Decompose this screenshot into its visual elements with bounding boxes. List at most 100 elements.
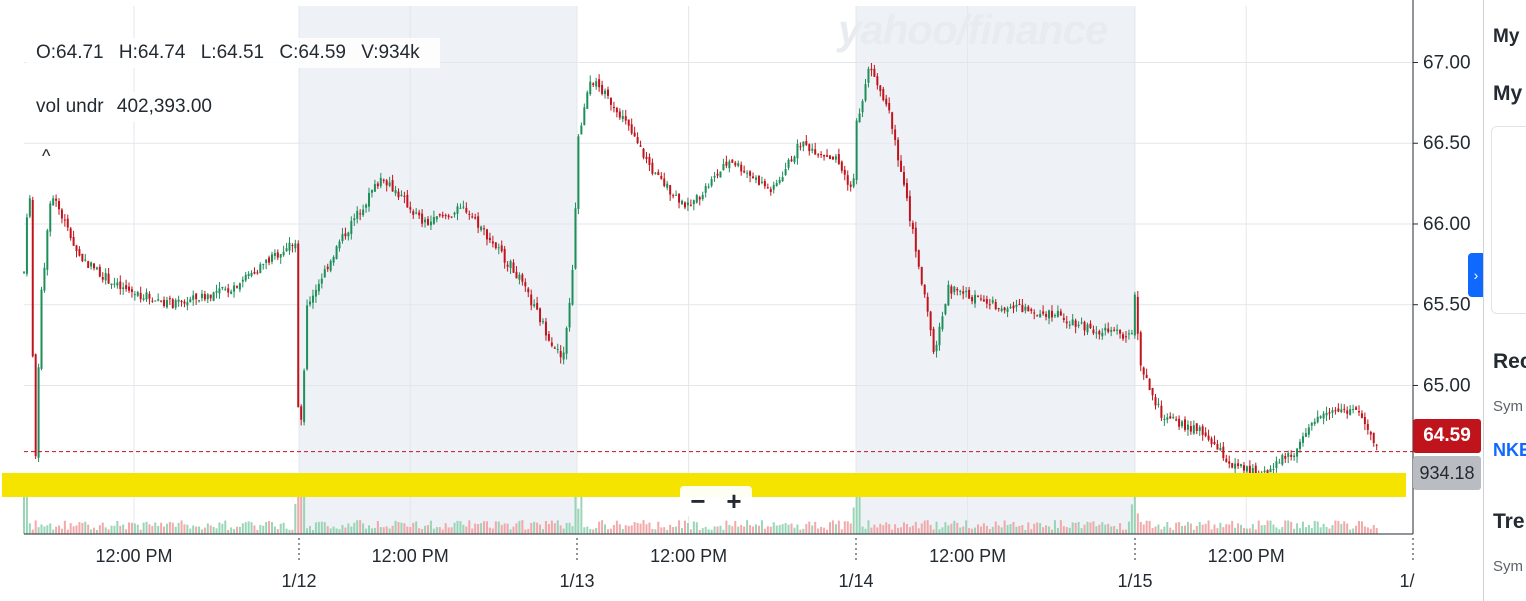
- candle-body: [1331, 410, 1334, 413]
- candle-body: [1021, 304, 1024, 313]
- volume-bar: [1307, 524, 1310, 534]
- side-symbol-link[interactable]: NKE: [1493, 440, 1526, 460]
- volume-bar: [1107, 523, 1110, 534]
- candle-body: [1124, 336, 1127, 338]
- candle-body: [1372, 432, 1375, 444]
- volume-bar: [947, 525, 950, 534]
- volume-bar: [1050, 529, 1053, 534]
- x-noon-label: 12:00 PM: [650, 546, 727, 566]
- side-panel-toggle-icon[interactable]: ›: [1468, 253, 1484, 297]
- zoom-in-button[interactable]: +: [726, 486, 742, 516]
- candle-body: [34, 354, 37, 457]
- candle-body: [1316, 416, 1319, 423]
- candle-body: [344, 233, 347, 237]
- volume-bar: [1363, 526, 1366, 534]
- volume-bar: [238, 526, 241, 534]
- volume-bar: [1245, 528, 1248, 534]
- candle-body: [1195, 423, 1198, 431]
- candle-body: [1293, 455, 1296, 458]
- volume-bar: [621, 528, 624, 534]
- candle-body: [247, 273, 250, 277]
- candle-body: [500, 245, 503, 252]
- y-tick-label: 66.00: [1423, 214, 1471, 235]
- candle-body: [151, 300, 154, 302]
- volume-bar: [273, 526, 276, 534]
- candle-body: [1272, 469, 1275, 471]
- candle-body: [583, 107, 586, 126]
- volume-bar: [1293, 528, 1296, 534]
- zoom-out-button[interactable]: −: [690, 486, 706, 516]
- volume-bar: [43, 526, 46, 534]
- candle-body: [125, 285, 128, 289]
- candle-body: [1189, 426, 1192, 432]
- volume-bar: [1104, 524, 1107, 534]
- volume-bar: [1343, 521, 1346, 534]
- candle-body: [1009, 307, 1012, 309]
- candle-body: [338, 241, 341, 249]
- volume-bar: [808, 521, 811, 534]
- candle-body: [1287, 453, 1290, 457]
- volume-bar: [1195, 526, 1198, 534]
- volume-bar: [195, 526, 198, 534]
- candle-body: [873, 68, 876, 77]
- volume-bar: [49, 523, 52, 534]
- candle-body: [580, 125, 583, 135]
- candle-body: [1301, 436, 1304, 443]
- volume-bar: [840, 529, 843, 534]
- candle-body: [441, 214, 444, 217]
- candle-body: [1151, 387, 1154, 396]
- volume-bar: [1151, 528, 1154, 534]
- volume-bar: [230, 527, 233, 534]
- candle-body: [177, 299, 180, 302]
- volume-bar: [737, 526, 740, 534]
- candle-body: [471, 216, 474, 218]
- volume-bar: [956, 522, 959, 534]
- volume-bar: [265, 522, 268, 534]
- volume-bar: [778, 525, 781, 534]
- volume-bar: [772, 522, 775, 534]
- study-readout[interactable]: vol undr 402,393.00: [26, 92, 222, 122]
- volume-bar: [828, 522, 831, 534]
- candle-body: [1325, 412, 1328, 416]
- candle-body: [311, 295, 314, 303]
- volume-bar: [876, 527, 879, 534]
- candle-body: [1113, 329, 1116, 331]
- candle-body: [1110, 330, 1113, 332]
- candle-body: [542, 321, 545, 323]
- volume-bar: [864, 528, 867, 534]
- candle-body: [876, 76, 879, 86]
- candle-body: [1313, 421, 1316, 424]
- candle-body: [376, 183, 379, 187]
- candle-body: [309, 301, 312, 305]
- collapse-caret-icon[interactable]: ^: [42, 146, 51, 166]
- volume-bar: [1083, 524, 1086, 534]
- candle-body: [75, 245, 78, 252]
- volume-bar: [612, 525, 615, 534]
- candle-body: [165, 300, 168, 308]
- candle-body: [244, 274, 247, 281]
- candle-body: [503, 248, 506, 263]
- candle-body: [760, 181, 763, 183]
- volume-bar: [128, 522, 131, 534]
- candle-body: [1296, 448, 1299, 457]
- volume-bar: [849, 523, 852, 534]
- candle-body: [627, 119, 630, 126]
- candle-body: [544, 321, 547, 336]
- volume-bar: [1077, 522, 1080, 534]
- volume-bar: [483, 521, 486, 534]
- volume-bar: [306, 528, 309, 534]
- volume-bar: [438, 527, 441, 534]
- candle-body: [879, 85, 882, 92]
- candle-body: [341, 234, 344, 242]
- volume-bar: [163, 526, 166, 534]
- candle-body: [1340, 409, 1343, 413]
- volume-bar: [474, 523, 477, 534]
- x-noon-label: 12:00 PM: [95, 546, 172, 566]
- volume-bar: [87, 524, 90, 534]
- volume-bar: [1189, 523, 1192, 534]
- volume-bar: [314, 522, 317, 534]
- candle-body: [843, 169, 846, 175]
- volume-bar: [28, 523, 31, 534]
